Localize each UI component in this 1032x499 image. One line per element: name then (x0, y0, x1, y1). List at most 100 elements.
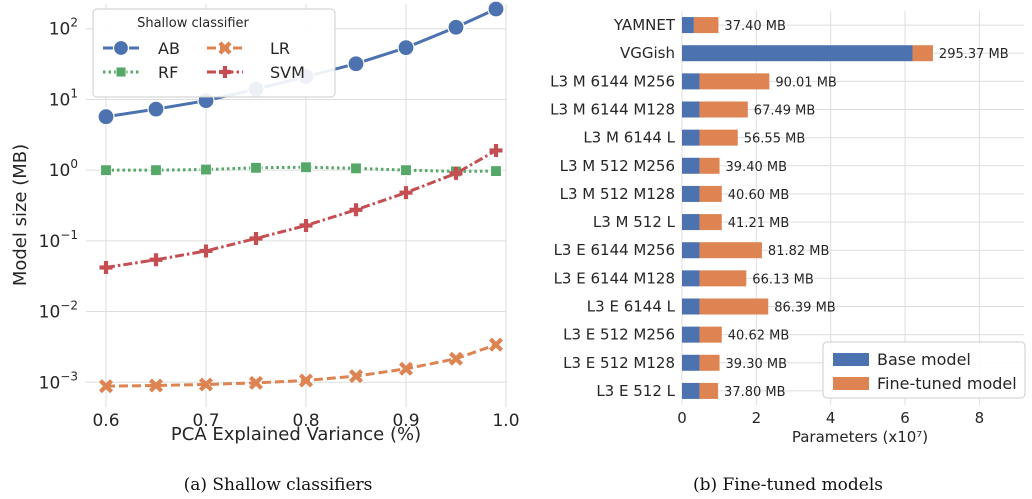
category-label: L3 M 6144 L (583, 129, 675, 147)
category-label: L3 M 512 L (593, 213, 676, 231)
left-x-tick-label: 0.6 (92, 411, 119, 431)
data-point-lr (448, 351, 464, 366)
left-legend-title: Shallow classifier (137, 16, 249, 31)
bar-row (682, 382, 719, 399)
data-point-svm (299, 218, 313, 232)
left-y-tick-label: 101 (49, 86, 78, 110)
series-svm (99, 143, 503, 274)
legend-swatch (833, 377, 869, 390)
category-label: L3 E 512 M256 (563, 326, 675, 344)
legend-label: Fine-tuned model (877, 374, 1017, 393)
bar-row (682, 214, 722, 231)
bar-row (682, 129, 738, 146)
left-x-tick-label: 1.0 (492, 411, 519, 431)
legend-marker (218, 41, 232, 55)
bar-row (682, 17, 719, 34)
left-legend: Shallow classifier AB LR RF SVM (92, 8, 336, 98)
bar-data-label: 40.62 MB (728, 329, 789, 344)
bar-data-label: 90.01 MB (775, 75, 836, 90)
bar-data-label: 66.13 MB (752, 272, 813, 287)
category-label: L3 M 512 M256 (560, 157, 675, 175)
right-bars (682, 17, 933, 399)
bar-row (682, 326, 722, 343)
data-point-svm (399, 186, 413, 200)
bar-fine-tuned-model (699, 270, 747, 287)
right-caption: (b) Fine-tuned models (693, 475, 883, 495)
bar-data-label: 67.49 MB (754, 104, 815, 119)
right-x-tick-label: 0 (677, 409, 687, 427)
bar-row (682, 185, 722, 202)
category-label: VGGish (620, 44, 675, 62)
left-y-tick-label: 10−3 (39, 369, 78, 393)
bar-data-label: 295.37 MB (939, 47, 1009, 62)
legend-item-fine-tuned-model: Fine-tuned model (833, 374, 1017, 393)
data-point-svm (249, 231, 263, 245)
bar-base-model (682, 157, 700, 174)
legend-item-lr: LR (207, 39, 290, 58)
category-label: L3 E 512 L (596, 382, 675, 400)
legend-label: RF (158, 63, 178, 82)
data-point-rf (150, 164, 162, 176)
bar-fine-tuned-model (699, 101, 748, 118)
right-x-tick-label: 2 (752, 409, 762, 427)
left-caption: (a) Shallow classifiers (184, 475, 373, 495)
left-y-tick-label: 102 (49, 16, 78, 40)
category-label: YAMNET (613, 16, 676, 34)
right-data-labels: 37.40 MB 295.37 MB 90.01 MB 67.49 MB 56.55 M… (724, 19, 1009, 400)
data-point-rf (200, 163, 212, 176)
bar-fine-tuned-model (912, 45, 933, 62)
legend-item-base-model: Base model (833, 350, 971, 369)
data-point-rf (400, 164, 412, 176)
left-series (97, 0, 505, 394)
bar-base-model (682, 326, 700, 343)
right-x-axis-label: Parameters (x10⁷) (792, 428, 928, 446)
bar-data-label: 40.60 MB (728, 188, 789, 203)
bar-fine-tuned-model (699, 242, 762, 259)
bar-base-model (682, 101, 700, 118)
data-point-lr (348, 369, 364, 384)
category-label: L3 M 6144 M256 (550, 72, 675, 90)
left-x-tick-label: 0.9 (392, 411, 419, 431)
data-point-rf (490, 165, 502, 177)
right-chart: 0 2 4 6 8 YAMNET VGGish L3 M 6144 M256 L3 M 614… (550, 11, 1026, 495)
bar-data-label: 81.82 MB (768, 244, 829, 259)
bar-row (682, 101, 748, 118)
bar-base-model (682, 298, 700, 315)
legend-item-rf: RF (103, 63, 178, 82)
data-point-ab (97, 108, 115, 126)
bar-fine-tuned-model (699, 157, 720, 174)
data-point-ab (347, 55, 365, 73)
legend-label: Base model (877, 350, 971, 369)
bar-base-model (682, 45, 913, 62)
bar-row (682, 242, 762, 259)
bar-row (682, 73, 770, 90)
right-legend: Base model Fine-tuned model (822, 341, 1026, 399)
bar-fine-tuned-model (699, 129, 738, 146)
bar-data-label: 37.40 MB (724, 19, 785, 34)
data-point-lr (198, 377, 214, 392)
bar-base-model (682, 270, 700, 287)
data-point-svm (349, 203, 363, 217)
series-line-lr (105, 343, 497, 388)
bar-base-model (682, 129, 700, 146)
bar-data-label: 56.55 MB (744, 132, 805, 147)
bar-fine-tuned-model (699, 185, 722, 202)
legend-marker (115, 66, 127, 78)
category-label: L3 M 512 M128 (560, 185, 675, 203)
data-point-lr (298, 373, 314, 388)
data-point-lr (148, 378, 164, 393)
data-point-svm (489, 143, 503, 157)
left-y-axis-label: Model size (MB) (10, 144, 31, 286)
data-point-svm (449, 166, 463, 180)
data-point-rf (300, 161, 312, 173)
left-y-tick-label: 10−1 (39, 228, 78, 252)
legend-swatch (833, 353, 869, 366)
bar-base-model (682, 242, 700, 259)
left-x-tick-label: 0.7 (192, 411, 219, 431)
bar-row (682, 45, 933, 62)
bar-fine-tuned-model (699, 354, 720, 371)
data-point-svm (199, 244, 213, 258)
left-y-ticks: 10−3 10−2 10−1 100 101 102 (39, 16, 78, 394)
data-point-ab (397, 39, 415, 57)
